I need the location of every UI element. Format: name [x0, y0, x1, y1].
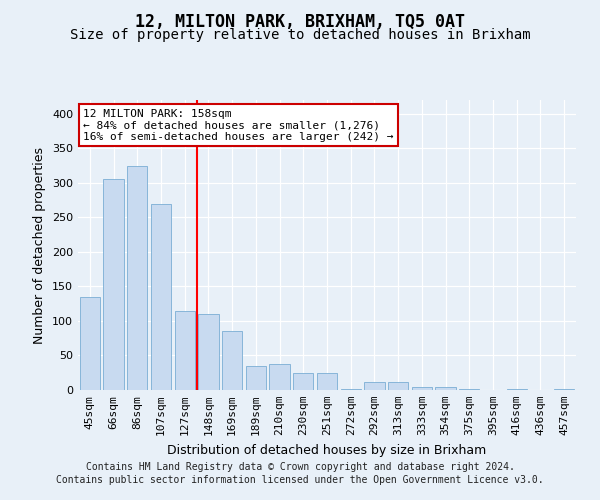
Bar [151, 204, 171, 390]
Bar [506, 388, 527, 390]
Bar [127, 166, 148, 390]
Bar [412, 386, 432, 390]
Bar [269, 364, 290, 390]
Bar [436, 386, 455, 390]
Text: 12, MILTON PARK, BRIXHAM, TQ5 0AT: 12, MILTON PARK, BRIXHAM, TQ5 0AT [135, 12, 465, 30]
Bar [317, 372, 337, 390]
Text: Contains HM Land Registry data © Crown copyright and database right 2024.
Contai: Contains HM Land Registry data © Crown c… [56, 462, 544, 485]
Y-axis label: Number of detached properties: Number of detached properties [34, 146, 46, 344]
Bar [388, 382, 408, 390]
Bar [103, 180, 124, 390]
Bar [80, 297, 100, 390]
X-axis label: Distribution of detached houses by size in Brixham: Distribution of detached houses by size … [167, 444, 487, 456]
Bar [364, 382, 385, 390]
Text: 12 MILTON PARK: 158sqm
← 84% of detached houses are smaller (1,276)
16% of semi-: 12 MILTON PARK: 158sqm ← 84% of detached… [83, 108, 394, 142]
Bar [199, 314, 218, 390]
Bar [175, 310, 195, 390]
Bar [246, 366, 266, 390]
Text: Size of property relative to detached houses in Brixham: Size of property relative to detached ho… [70, 28, 530, 42]
Bar [293, 372, 313, 390]
Bar [459, 388, 479, 390]
Bar [554, 388, 574, 390]
Bar [222, 332, 242, 390]
Bar [341, 388, 361, 390]
